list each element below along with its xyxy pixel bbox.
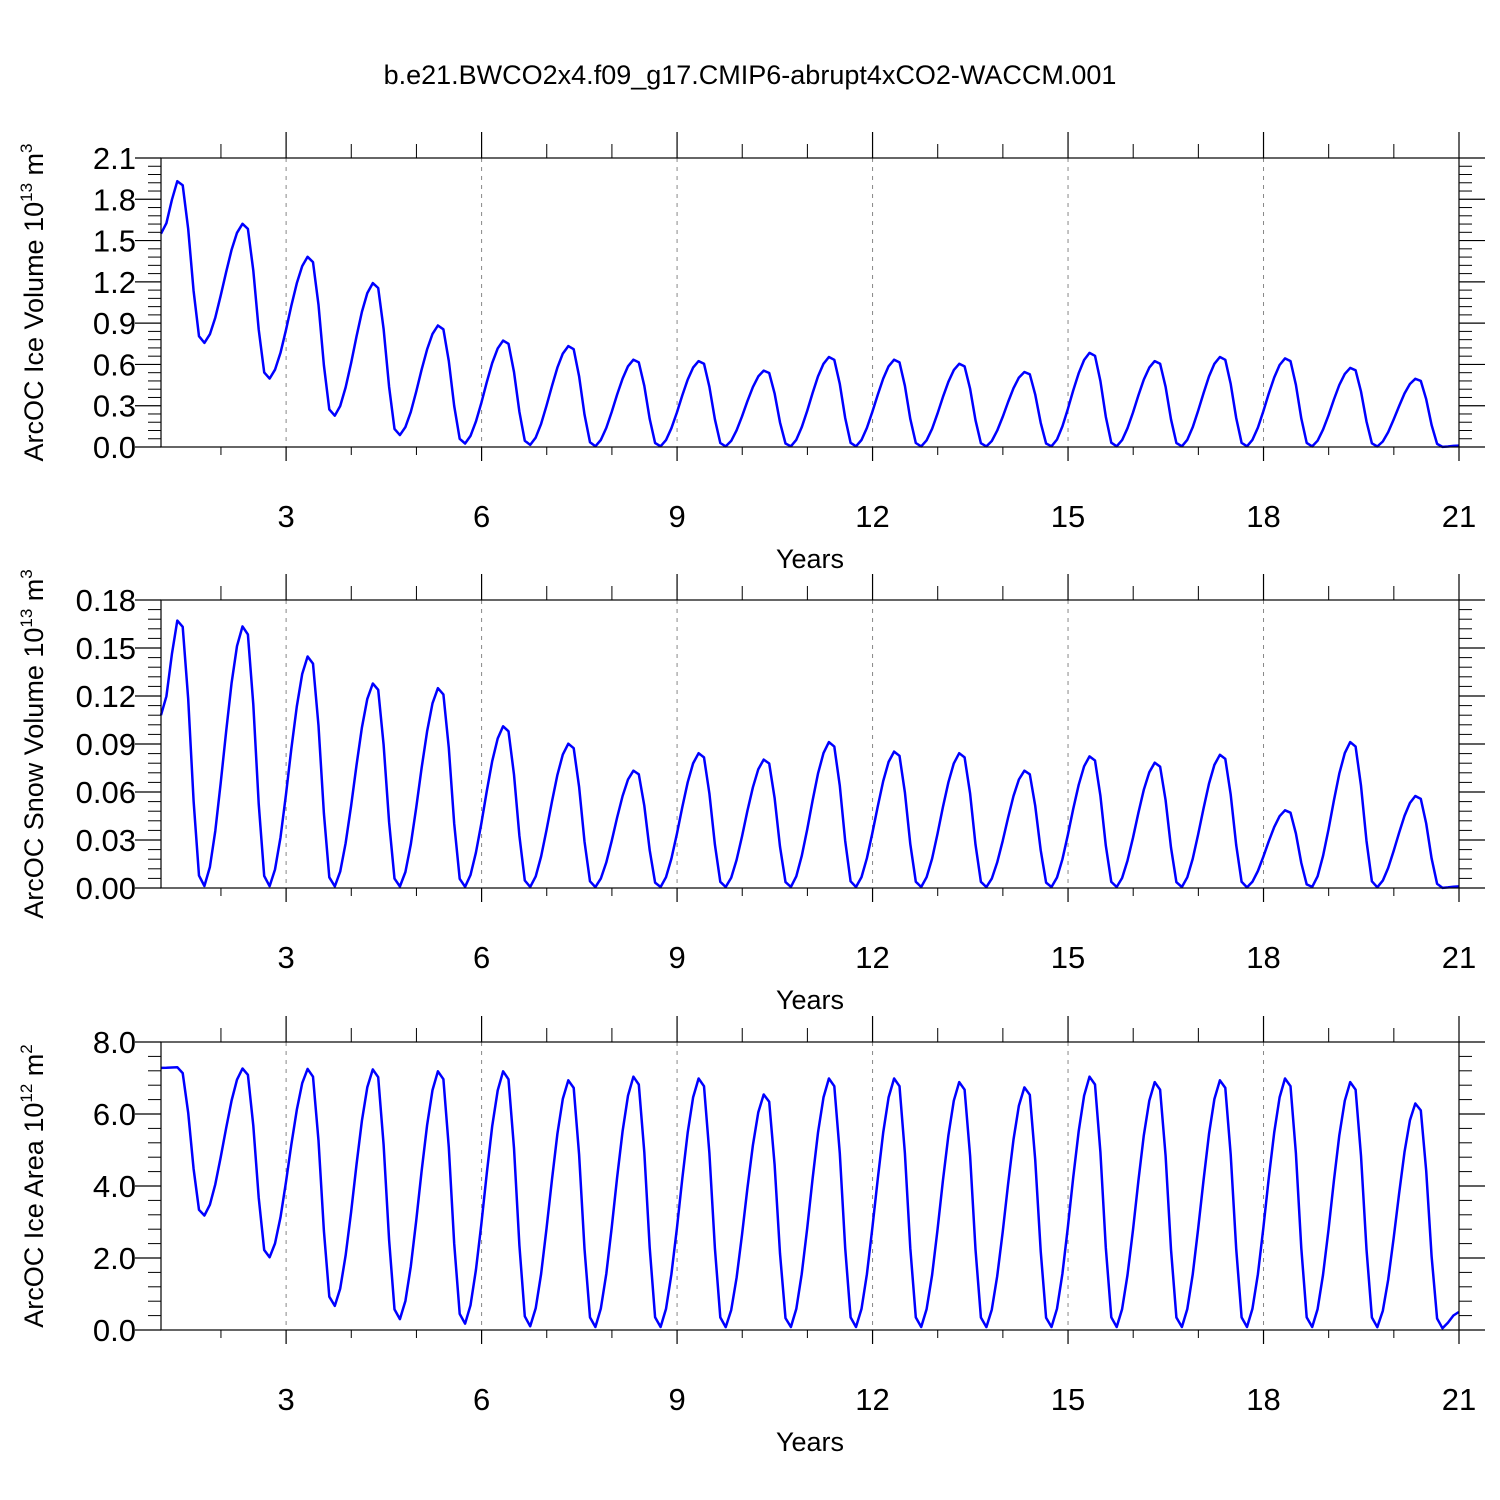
ice-area-x-tick-labels: 3 6 9 12 15 18 21 [277,1382,1476,1417]
snow-volume-x-tick-label: 21 [1442,940,1476,975]
ice-volume-x-tick-labels: 3 6 9 12 15 18 21 [277,499,1476,534]
ice-volume-x-tick-label: 9 [668,499,685,534]
snow-volume-y-tick-labels: 0.00 0.03 0.06 0.09 0.12 0.15 0.18 [76,583,136,906]
ice-area-x-tick-label: 15 [1051,1382,1085,1417]
snow-volume-y-tick-label: 0.15 [76,631,136,666]
ice-area-x-tick-label: 12 [855,1382,889,1417]
snow-volume-y-tick-label: 0.03 [76,823,136,858]
snow-volume-plot-frame [160,599,1460,889]
ice-volume-y-tick-label: 0.0 [93,430,136,465]
ice-area-grid [285,1042,1265,1330]
ice-volume-y-tick-label: 1.2 [93,265,136,300]
ice-area-y-label-main: ArcOC Ice Area 10 [19,1103,49,1328]
ice-area-y-tick-label: 6.0 [93,1097,136,1132]
snow-volume-y-tick-label: 0.09 [76,727,136,762]
ice-volume-x-tick-label: 12 [855,499,889,534]
ice-area-x-tick-label: 9 [668,1382,685,1417]
ice-volume-x-tick-label: 15 [1051,499,1085,534]
ice-area-x-tick-label: 21 [1442,1382,1476,1417]
ice-area-x-tick-label: 6 [473,1382,490,1417]
ice-area-plot-frame [160,1041,1460,1331]
snow-volume-grid [285,600,1265,888]
snow-volume-x-axis-title: Years [776,985,844,1015]
snow-volume-y-label-unit: m [19,579,49,609]
ice-volume-x-tick-label: 6 [473,499,490,534]
ice-volume-y-label-unit: m [19,153,49,183]
ice-volume-y-tick-label: 1.5 [93,224,136,259]
snow-volume-x-tick-label: 9 [668,940,685,975]
ice-volume-x-tick-label: 3 [277,499,294,534]
ice-volume-y-axis-title: ArcOC Ice Volume 1013 m3 [17,143,49,461]
ice-volume-y-tick-labels: 0.0 0.3 0.6 0.9 1.2 1.5 1.8 2.1 [93,141,136,465]
ice-volume-y-label-exp: 13 [17,183,36,202]
ice-volume-y-tick-label: 2.1 [93,141,136,176]
ice-area-x-tick-label: 3 [277,1382,294,1417]
ice-area-y-tick-label: 8.0 [93,1025,136,1060]
ice-volume-y-label-unit-exp: 3 [17,143,36,152]
ice-area-y-axis-title: ArcOC Ice Area 1012 m2 [17,1044,49,1328]
ice-area-panel: 3 6 9 12 15 18 21 0.0 2.0 4.0 6.0 8.0 Years ArcOC … [17,1016,1485,1457]
snow-volume-y-tick-label: 0.06 [76,775,136,810]
snow-volume-y-tick-label: 0.18 [76,583,136,618]
snow-volume-x-tick-label: 6 [473,940,490,975]
snow-volume-x-tick-label: 3 [277,940,294,975]
snow-volume-x-tick-label: 15 [1051,940,1085,975]
ice-area-x-axis-title: Years [776,1427,844,1457]
ice-volume-y-label-main: ArcOC Ice Volume 10 [19,202,49,462]
snow-volume-series-line [159,619,1459,890]
snow-volume-panel: 3 6 9 12 15 18 21 0.00 0.03 0.06 0.09 0.12 0.15 0.18… [17,569,1485,1015]
ice-area-y-tick-labels: 0.0 2.0 4.0 6.0 8.0 [93,1025,136,1348]
ice-area-x-tick-label: 18 [1246,1382,1280,1417]
snow-volume-y-label-unit-exp: 3 [17,569,36,578]
ice-area-y-label-exp: 12 [17,1084,36,1103]
ice-area-y-label-unit-exp: 2 [17,1044,36,1053]
snow-volume-y-label-main: ArcOC Snow Volume 10 [19,628,49,919]
ice-area-y-tick-label: 4.0 [93,1169,136,1204]
ice-area-y-label-unit: m [19,1054,49,1084]
ice-area-series-line [160,1065,1460,1330]
figure-title: b.e21.BWCO2x4.f09_g17.CMIP6-abrupt4xCO2-… [383,60,1117,90]
ice-volume-y-tick-label: 1.8 [93,182,136,217]
snow-volume-y-tick-label: 0.12 [76,679,136,714]
ice-volume-x-tick-label: 21 [1442,499,1476,534]
ice-volume-panel: 3 6 9 12 15 18 21 0.0 0.3 0.6 0.9 1.2 1.5 1.8 2.1 Yea… [17,132,1485,574]
snow-volume-x-tick-labels: 3 6 9 12 15 18 21 [277,940,1476,975]
ice-volume-x-tick-label: 18 [1246,499,1280,534]
ice-volume-series-line [159,179,1459,449]
ice-area-ticks [135,1016,1485,1344]
ice-volume-x-axis-title: Years [776,544,844,574]
ice-area-y-tick-label: 0.0 [93,1313,136,1348]
snow-volume-x-tick-label: 18 [1246,940,1280,975]
snow-volume-y-label-exp: 13 [17,609,36,628]
snow-volume-x-tick-label: 12 [855,940,889,975]
snow-volume-y-tick-label: 0.00 [76,871,136,906]
ice-volume-plot-frame [160,157,1460,448]
ice-area-y-tick-label: 2.0 [93,1241,136,1276]
ice-volume-y-tick-label: 0.3 [93,389,136,424]
snow-volume-y-axis-title: ArcOC Snow Volume 1013 m3 [17,569,49,919]
ice-volume-grid [285,158,1265,447]
ice-volume-ticks [135,132,1485,461]
ice-volume-y-tick-label: 0.9 [93,306,136,341]
snow-volume-ticks [135,574,1485,902]
ice-volume-y-tick-label: 0.6 [93,347,136,382]
